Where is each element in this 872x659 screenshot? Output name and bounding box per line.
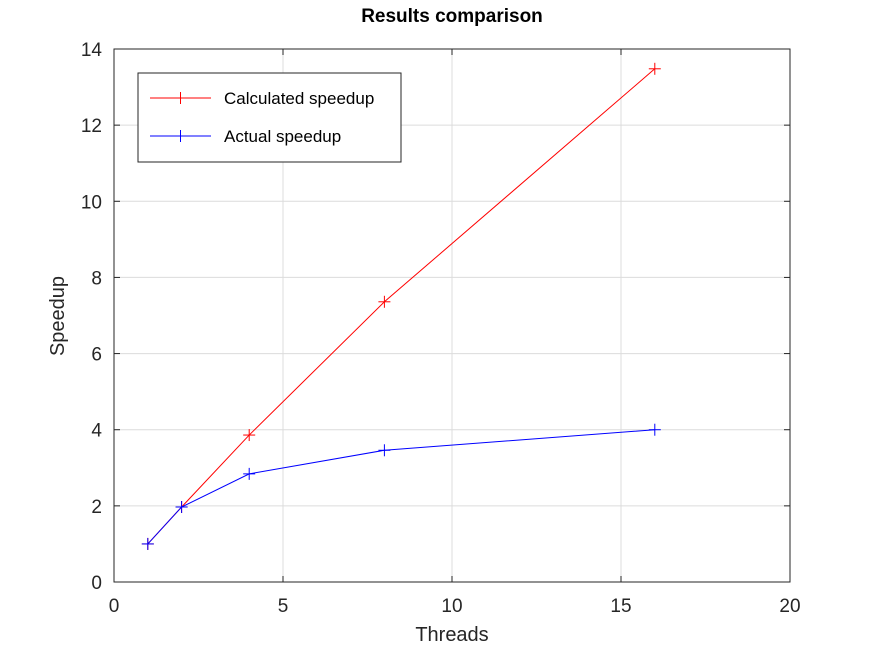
data-point bbox=[378, 444, 391, 457]
y-axis-label: Speedup bbox=[47, 276, 69, 356]
legend-entry: Actual speedup bbox=[150, 127, 341, 146]
y-tick-label: 14 bbox=[81, 40, 103, 61]
data-point bbox=[175, 500, 188, 513]
y-tick-label: 4 bbox=[91, 421, 102, 442]
legend-marker bbox=[174, 92, 187, 104]
y-tick-label: 8 bbox=[91, 268, 102, 289]
legend-label: Calculated speedup bbox=[224, 89, 374, 108]
grid bbox=[114, 49, 790, 582]
axis-ticks: 0 5 10 15 20 0 2 4 6 8 10 12 14 bbox=[81, 40, 801, 617]
legend-swatch-marker bbox=[174, 92, 187, 104]
x-tick-label: 15 bbox=[610, 596, 631, 617]
legend-entry: Calculated speedup bbox=[150, 89, 374, 108]
y-tick-label: 10 bbox=[81, 192, 102, 213]
legend: Calculated speedup Actual speedup bbox=[137, 72, 402, 163]
legend-label: Actual speedup bbox=[224, 127, 341, 146]
data-point bbox=[141, 537, 154, 550]
data-point bbox=[243, 429, 256, 442]
data-point bbox=[378, 295, 391, 308]
legend-box bbox=[137, 72, 402, 163]
y-tick-label: 6 bbox=[91, 345, 102, 366]
plot-series bbox=[141, 62, 661, 550]
x-tick-label: 0 bbox=[109, 596, 120, 617]
y-tick-label: 2 bbox=[91, 497, 102, 518]
data-point bbox=[648, 62, 661, 75]
y-tick-label: 12 bbox=[81, 116, 102, 137]
chart-title: Results comparison bbox=[361, 6, 543, 27]
x-tick-label: 5 bbox=[278, 596, 289, 617]
x-tick-label: 20 bbox=[779, 596, 800, 617]
data-point bbox=[648, 423, 661, 436]
legend-marker bbox=[174, 130, 187, 142]
legend-swatch-marker bbox=[174, 130, 187, 142]
x-axis-label: Threads bbox=[415, 624, 488, 646]
data-point bbox=[243, 467, 256, 480]
x-tick-label: 10 bbox=[441, 596, 462, 617]
y-tick-label: 0 bbox=[91, 573, 102, 594]
